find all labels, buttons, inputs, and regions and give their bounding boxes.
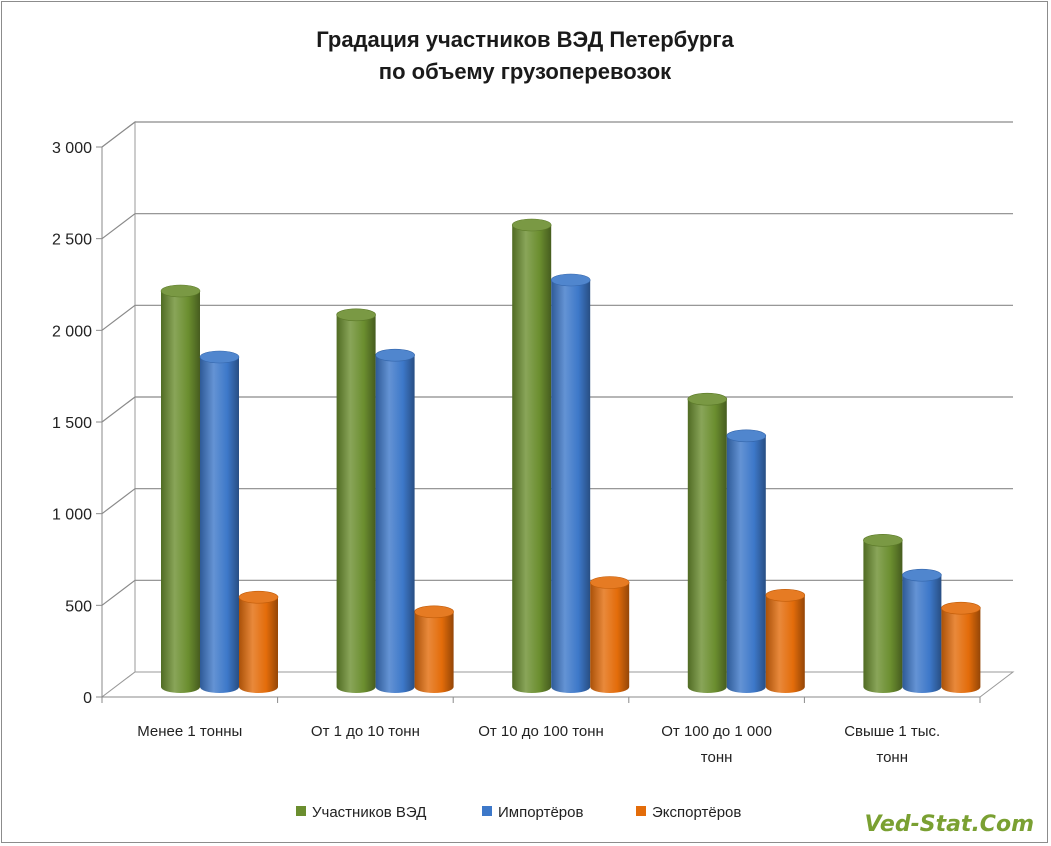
y-tick-label: 2 000: [52, 323, 92, 340]
bar-body: [590, 582, 630, 693]
bar: [589, 576, 630, 693]
bar-body: [941, 608, 981, 693]
bar-body: [726, 435, 766, 693]
x-tick-label: Свыше 1 тыс. тонн: [844, 723, 940, 766]
chart-title: Градация участников ВЭД Петербурга по об…: [316, 27, 734, 84]
bar-body: [200, 357, 239, 693]
bar: [336, 308, 376, 693]
bar-top: [238, 590, 279, 604]
bar-body: [765, 595, 805, 693]
x-tick-label: От 1 до 10 тонн: [311, 723, 420, 740]
x-tick-label: Менее 1 тонны: [137, 723, 242, 740]
bar-top: [726, 429, 767, 443]
y-tick-label: 2 500: [52, 232, 92, 249]
bar-body: [863, 540, 903, 693]
bar: [199, 350, 240, 693]
bar-top: [550, 273, 591, 287]
bar-top: [375, 348, 415, 362]
gridline: [101, 213, 1013, 240]
bar-body: [375, 355, 415, 693]
bar: [414, 605, 454, 693]
bar-top: [414, 605, 454, 619]
bar: [765, 589, 806, 693]
bar: [726, 429, 767, 693]
x-tick-label: От 10 до 100 тонн: [478, 723, 604, 740]
legend-label: Экспортёров: [652, 804, 741, 821]
bar-top: [336, 308, 376, 322]
chart-title-line-2: по объему грузоперевозок: [379, 59, 672, 84]
bar-body: [512, 225, 552, 693]
bar-body: [239, 597, 278, 693]
x-axis: Менее 1 тонны От 1 до 10 тонн От 10 до 100…: [101, 696, 981, 766]
bar-top: [765, 589, 806, 602]
bar-top: [687, 392, 728, 406]
y-tick-label: 500: [65, 598, 92, 615]
bar: [863, 534, 903, 693]
gridline: [101, 121, 1013, 148]
bar: [511, 218, 552, 693]
x-tick-label: От 100 до 1 000 тонн: [661, 723, 772, 766]
bar-top: [199, 350, 240, 364]
chart-title-line-1: Градация участников ВЭД Петербурга: [316, 27, 734, 52]
bar-top: [902, 568, 942, 582]
bar: [550, 273, 591, 693]
bar: [941, 601, 981, 693]
legend-label: Импортёров: [498, 804, 583, 821]
y-axis: 0 500 1 000 1 500 2 000 2 500 3 000: [52, 140, 103, 707]
bars: [160, 218, 981, 693]
bar-body: [687, 399, 727, 693]
bar-body: [336, 314, 376, 693]
bar-top: [941, 601, 981, 615]
legend-swatch: [482, 806, 492, 816]
bar: [687, 392, 728, 693]
bar: [375, 348, 415, 693]
bar: [902, 568, 942, 693]
y-tick-label: 0: [83, 690, 92, 707]
legend: Участников ВЭД Импортёров Экспортёров: [296, 804, 741, 821]
bar-top: [160, 284, 201, 298]
bar-top: [863, 534, 903, 547]
y-tick-label: 1 000: [52, 507, 92, 524]
legend-label: Участников ВЭД: [312, 804, 426, 821]
watermark: Ved-Stat.Com: [865, 812, 1035, 837]
bar-body: [161, 291, 200, 693]
bar-body: [902, 575, 942, 693]
bar-body: [414, 611, 454, 693]
y-tick-label: 1 500: [52, 415, 92, 432]
y-tick-label: 3 000: [52, 140, 92, 157]
bar: [160, 284, 201, 693]
gridline: [101, 304, 1013, 331]
bar-body: [551, 280, 591, 693]
bar: [238, 590, 279, 693]
legend-swatch: [636, 806, 646, 816]
legend-swatch: [296, 806, 306, 816]
bar-top: [589, 576, 630, 589]
bar-top: [511, 218, 552, 232]
